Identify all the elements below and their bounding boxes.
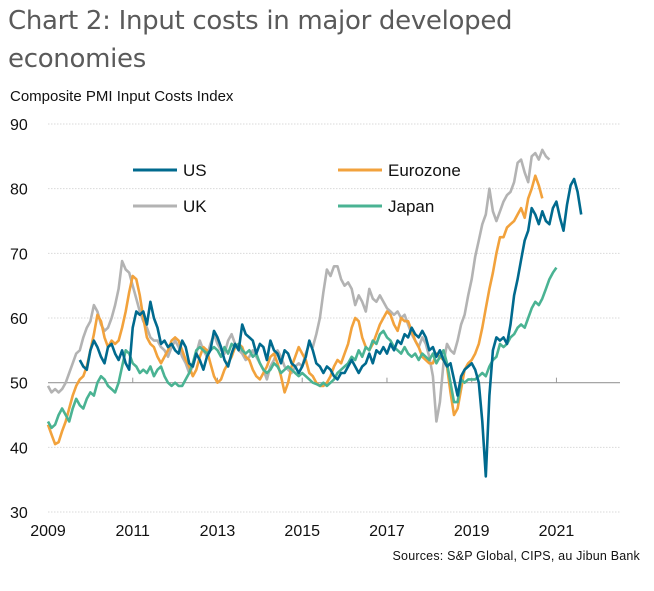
legend-item-japan: Japan bbox=[338, 197, 434, 216]
legend-item-eurozone: Eurozone bbox=[338, 161, 461, 180]
x-tick-label: 2019 bbox=[454, 523, 490, 540]
y-axis-label: Composite PMI Input Costs Index bbox=[10, 88, 234, 105]
source-note: Sources: S&P Global, CIPS, au Jibun Bank bbox=[392, 549, 640, 563]
y-tick-label: 60 bbox=[10, 311, 28, 328]
series-line-eurozone bbox=[46, 174, 544, 446]
y-tick-label: 50 bbox=[10, 376, 28, 393]
x-axis-ticks: 2009 2011 2013 2015 2017 2019 2021 bbox=[30, 377, 575, 540]
y-tick-label: 30 bbox=[10, 505, 28, 522]
legend-label: Japan bbox=[388, 197, 434, 216]
y-tick-label: 90 bbox=[10, 117, 28, 134]
legend-label: UK bbox=[183, 197, 207, 216]
legend-label: Eurozone bbox=[388, 161, 461, 180]
gridlines bbox=[48, 123, 620, 513]
y-tick-label: 70 bbox=[10, 246, 28, 263]
y-tick-label: 40 bbox=[10, 440, 28, 457]
x-tick-label: 2015 bbox=[284, 523, 320, 540]
series-line-japan bbox=[46, 266, 558, 430]
y-axis-ticks: 30 40 50 60 70 80 90 bbox=[10, 117, 28, 522]
chart-title: Chart 2: Input costs in major developed … bbox=[8, 6, 513, 74]
legend-item-uk: UK bbox=[133, 197, 207, 216]
series-line-us bbox=[78, 177, 583, 478]
x-tick-label: 2009 bbox=[30, 523, 66, 540]
x-tick-label: 2021 bbox=[539, 523, 575, 540]
x-tick-label: 2013 bbox=[200, 523, 236, 540]
x-tick-label: 2011 bbox=[116, 523, 151, 540]
x-tick-label: 2017 bbox=[369, 523, 405, 540]
legend: US Eurozone UK Japan bbox=[133, 161, 461, 216]
legend-item-us: US bbox=[133, 161, 207, 180]
y-tick-label: 80 bbox=[10, 182, 28, 199]
series-lines bbox=[46, 148, 583, 478]
series-line-uk bbox=[46, 148, 551, 423]
legend-label: US bbox=[183, 161, 207, 180]
